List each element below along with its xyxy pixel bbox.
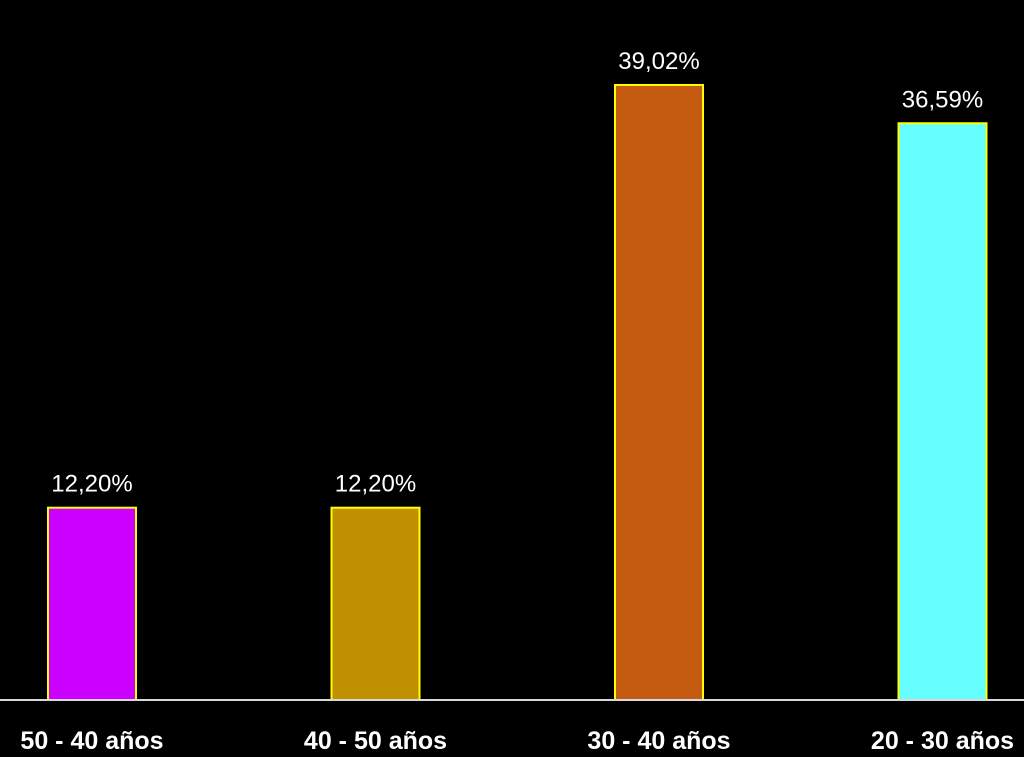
category-label-4: 20 - 30 años [871, 727, 1014, 755]
category-label-2: 40 - 50 años [304, 727, 447, 755]
bar-1 [47, 506, 137, 702]
bar-value-label-4: 36,59% [902, 86, 983, 113]
bar-value-label-2: 12,20% [335, 471, 416, 498]
value-labels-group: 12,20% 12,20% 39,02% 36,59% [51, 48, 983, 498]
bar-4 [897, 122, 988, 701]
bar-3 [614, 83, 704, 702]
bar-value-label-3: 39,02% [618, 48, 699, 75]
category-label-1: 50 - 40 años [20, 727, 163, 755]
category-label-3: 30 - 40 años [587, 727, 730, 755]
category-labels-group: 50 - 40 años 40 - 50 años 30 - 40 años 20 -… [20, 727, 1014, 755]
bars-group [47, 83, 988, 702]
bar-value-label-1: 12,20% [51, 471, 132, 498]
bar-2 [330, 506, 421, 702]
